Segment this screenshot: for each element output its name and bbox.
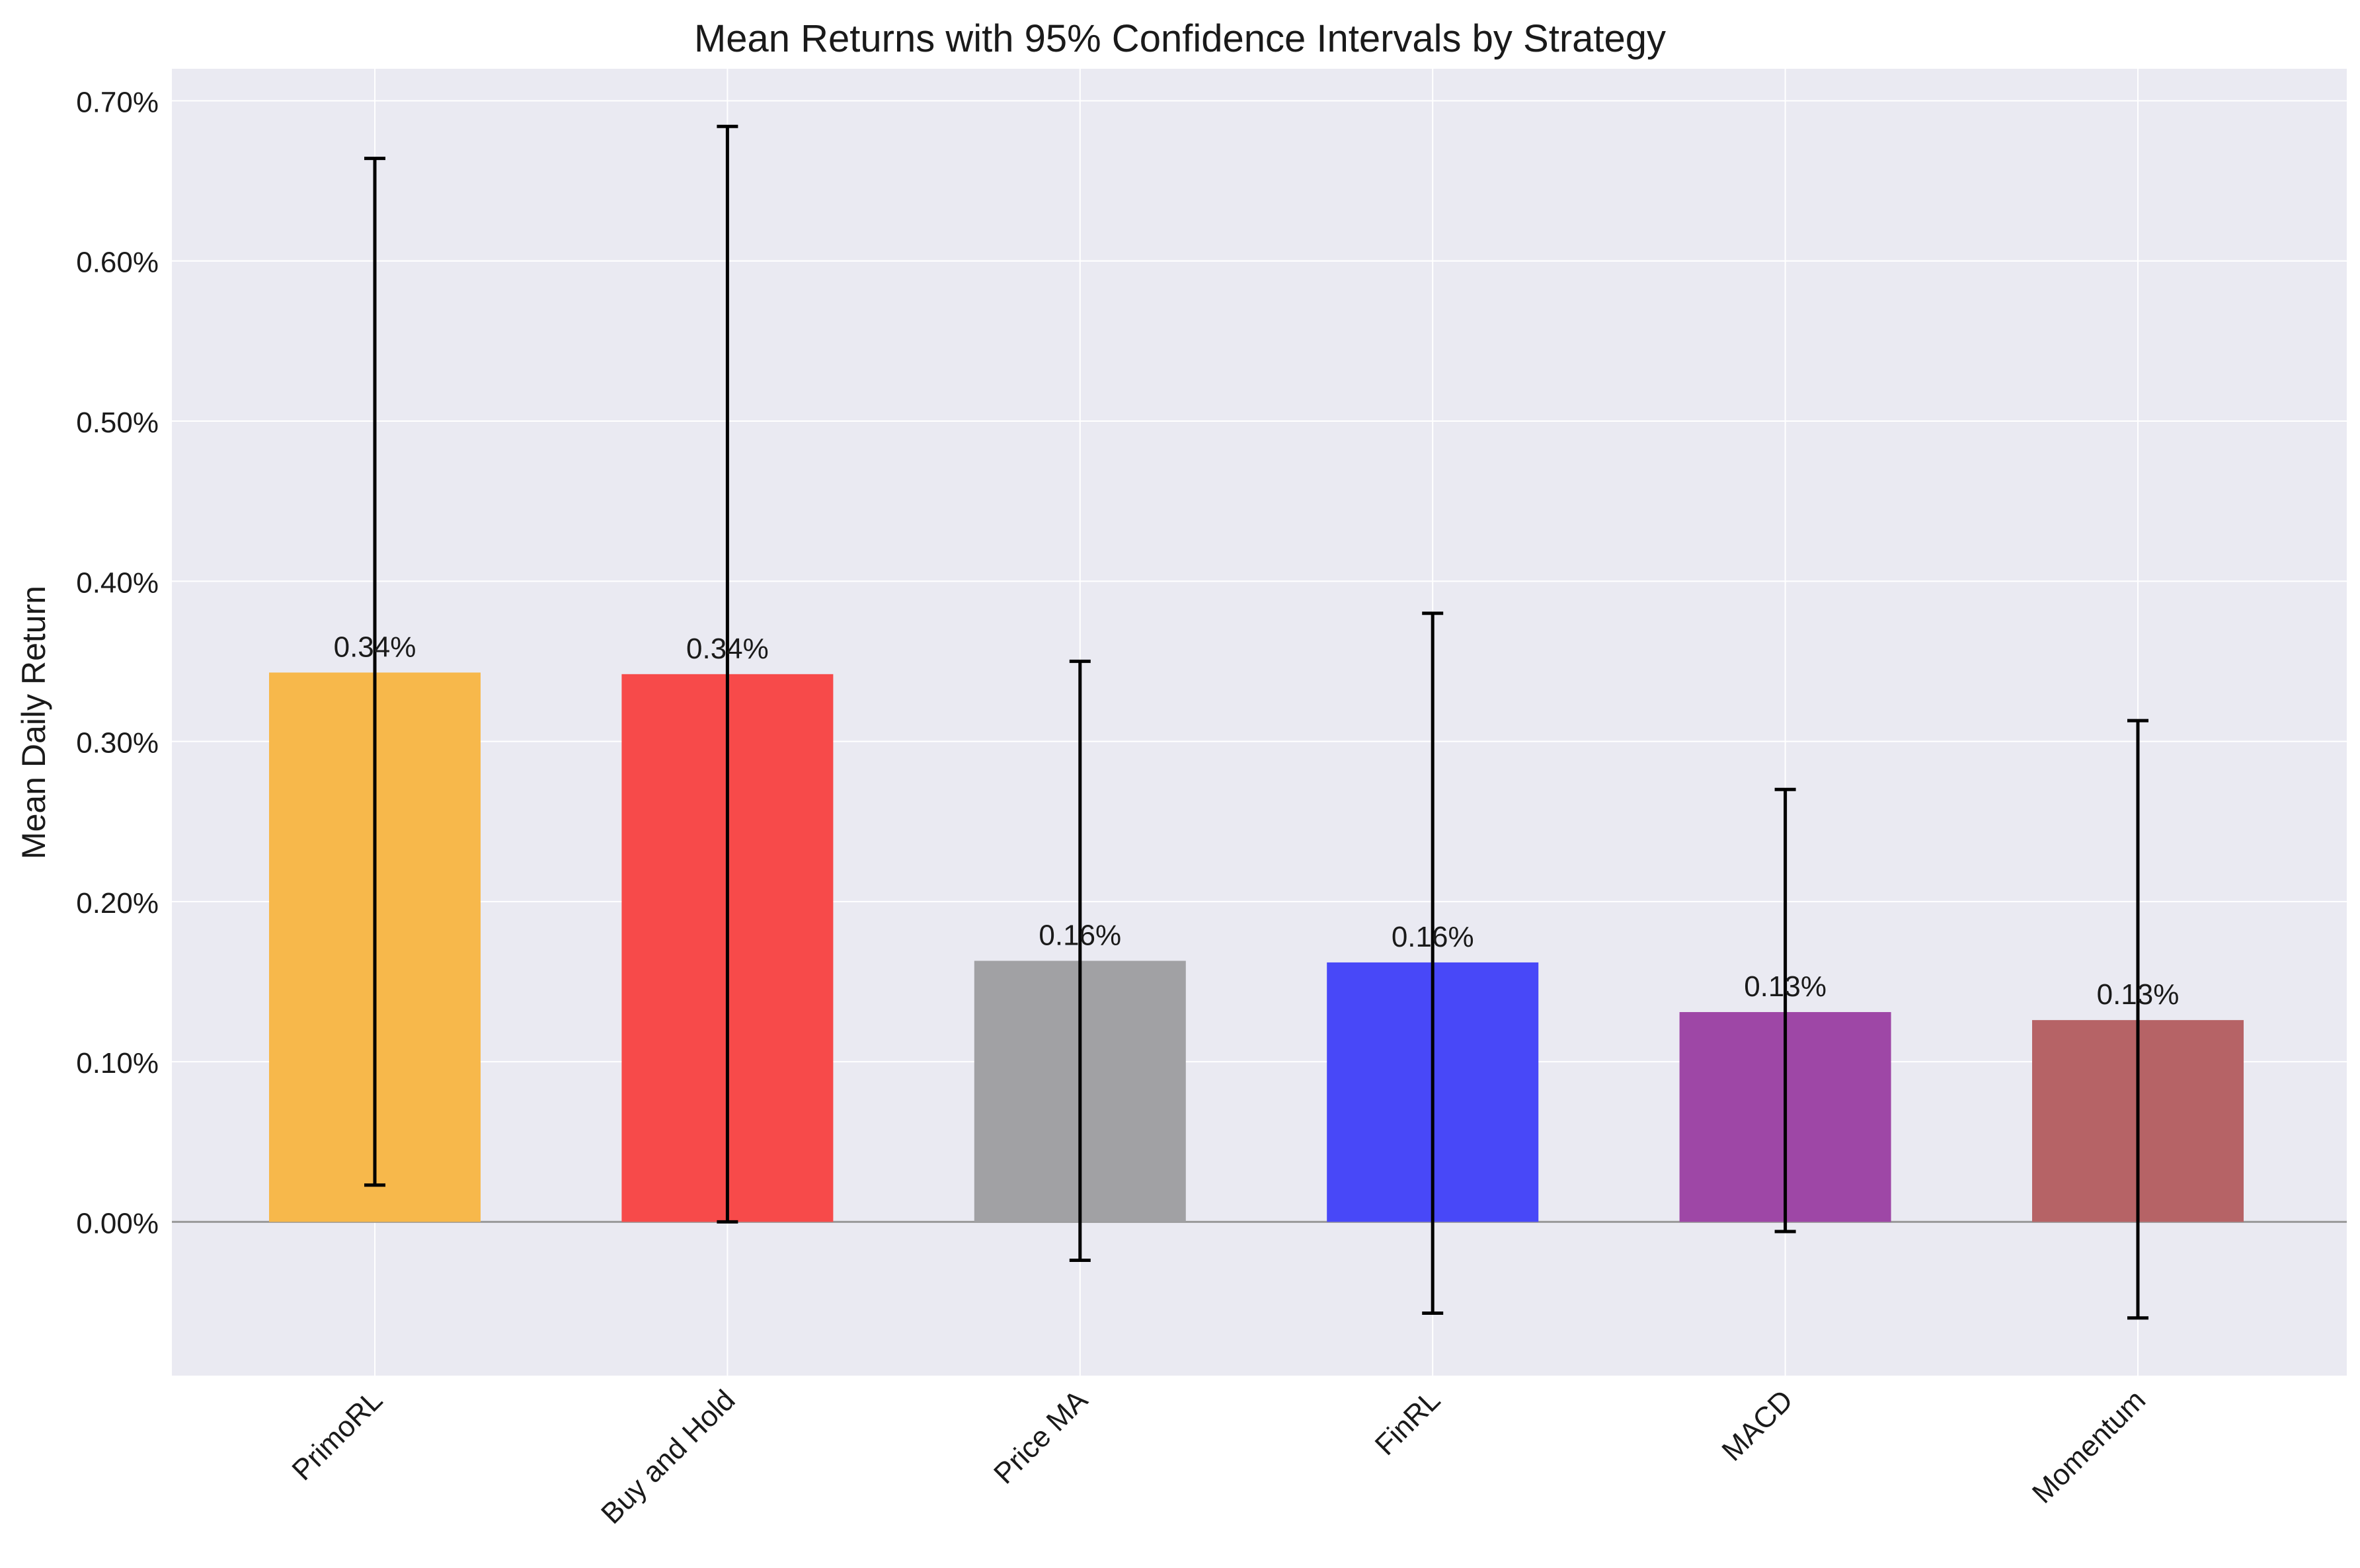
error-bar bbox=[2127, 719, 2148, 1320]
value-label: 0.13% bbox=[2097, 978, 2180, 1011]
plot-area bbox=[172, 69, 2347, 1376]
value-labels: 0.34% 0.34% 0.16% 0.16% 0.13% 0.13% bbox=[334, 631, 2180, 1011]
value-label: 0.16% bbox=[1392, 921, 1474, 953]
error-bars bbox=[364, 124, 2148, 1320]
chart-title: Mean Returns with 95% Confidence Interva… bbox=[694, 17, 1666, 60]
y-tick-label: 0.70% bbox=[76, 86, 159, 118]
y-tick-label: 0.40% bbox=[76, 567, 159, 599]
error-bar bbox=[1774, 787, 1796, 1234]
error-bar bbox=[717, 124, 738, 1224]
value-label: 0.13% bbox=[1744, 970, 1827, 1003]
y-tick-label: 0.30% bbox=[76, 727, 159, 760]
y-axis-ticks: 0.00% 0.10% 0.20% 0.30% 0.40% 0.50% 0.60% 0.70% bbox=[76, 86, 159, 1239]
value-label: 0.34% bbox=[686, 633, 769, 665]
error-bar bbox=[364, 157, 385, 1187]
y-tick-label: 0.00% bbox=[76, 1207, 159, 1239]
y-tick-label: 0.60% bbox=[76, 247, 159, 279]
value-label: 0.16% bbox=[1039, 919, 1121, 951]
y-axis-label: Mean Daily Return bbox=[15, 586, 52, 859]
y-tick-label: 0.10% bbox=[76, 1047, 159, 1079]
error-bar bbox=[1422, 611, 1444, 1315]
value-label: 0.34% bbox=[334, 631, 416, 663]
y-tick-label: 0.20% bbox=[76, 887, 159, 920]
error-bar bbox=[1069, 659, 1091, 1263]
y-tick-label: 0.50% bbox=[76, 407, 159, 439]
